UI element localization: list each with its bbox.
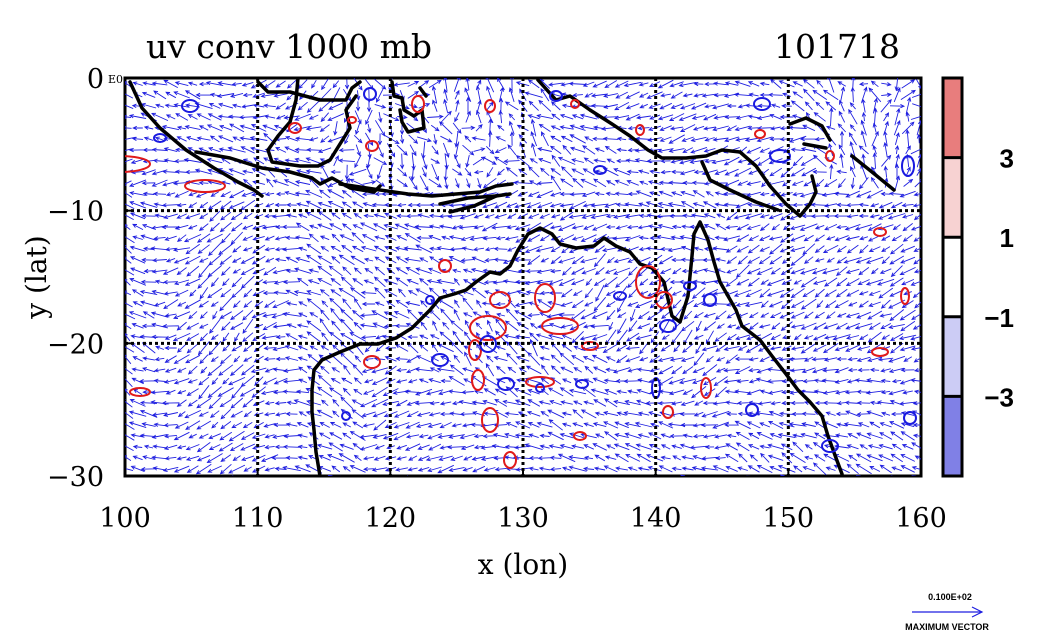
colorbar-label: −3 xyxy=(984,382,1014,412)
y-axis-label: y (lat) xyxy=(20,235,53,319)
convergence-contour xyxy=(662,405,674,419)
divergence-contour xyxy=(497,377,515,391)
convergence-contour xyxy=(363,355,381,369)
colorbar-frame xyxy=(941,76,964,478)
java-coast xyxy=(194,150,382,194)
convergence-contour xyxy=(347,116,357,124)
sumatra-coast xyxy=(128,80,264,198)
australia-coast xyxy=(310,220,844,476)
convergence-contour xyxy=(438,259,452,273)
convergence-contours xyxy=(125,87,917,469)
convergence-contour xyxy=(411,95,425,113)
new-guinea-coast xyxy=(536,78,818,218)
convergence-contour xyxy=(469,315,507,341)
coastlines xyxy=(128,78,896,476)
convergence-contour xyxy=(570,99,580,109)
wind-vectors xyxy=(125,78,921,476)
colorbar-label: 1 xyxy=(1000,223,1014,253)
convergence-contour xyxy=(700,377,712,399)
x-tick-label: 120 xyxy=(365,503,417,534)
lesser-sunda-coast xyxy=(338,182,514,206)
y-tick-label: −10 xyxy=(47,197,104,228)
divergence-contour xyxy=(769,149,791,163)
divergence-contour xyxy=(753,97,771,111)
x-axis-label: x (lon) xyxy=(478,548,568,581)
convergence-contour xyxy=(871,347,889,357)
timor-coast xyxy=(448,192,512,214)
convergence-contour xyxy=(573,431,587,441)
convergence-contour xyxy=(541,317,579,335)
convergence-contour xyxy=(481,407,499,433)
x-tick-label: 140 xyxy=(630,503,682,534)
borneo-coast xyxy=(256,78,362,168)
divergence-contour xyxy=(535,383,545,393)
colorbar-label: 3 xyxy=(1000,144,1014,174)
x-tick-label: 110 xyxy=(232,503,284,534)
divergence-contour xyxy=(575,379,589,389)
convergence-contour xyxy=(754,129,766,139)
divergence-contour xyxy=(745,403,759,417)
convergence-contour xyxy=(471,369,485,391)
divergence-contour xyxy=(703,293,717,307)
convergence-contour xyxy=(873,227,887,237)
convergence-contour xyxy=(825,150,835,162)
convergence-contour xyxy=(288,122,302,134)
convergence-contour xyxy=(525,376,555,388)
convergence-contour xyxy=(468,339,482,361)
colorbar-band xyxy=(943,237,962,317)
divergence-contour xyxy=(613,291,627,301)
convergence-contour xyxy=(365,140,379,152)
colorbar-label: −1 xyxy=(984,303,1014,333)
divergence-contour xyxy=(341,411,351,421)
divergence-contour xyxy=(431,353,449,367)
y-tick-label: 0 xyxy=(87,64,104,95)
new-britain-coast xyxy=(788,116,896,192)
divergence-contour xyxy=(659,319,677,333)
colorbar-band xyxy=(943,78,962,158)
y-tick-label: −20 xyxy=(47,329,104,360)
colorbar-band xyxy=(943,316,962,397)
convergence-contour xyxy=(534,283,556,313)
x-tick-label: 160 xyxy=(895,503,947,534)
wind-vector-field xyxy=(125,78,921,476)
divergence-contour xyxy=(181,99,199,113)
divergence-contour xyxy=(425,295,435,305)
convergence-contour xyxy=(900,287,910,305)
reference-vector-arrowhead xyxy=(971,606,984,618)
divergence-contour xyxy=(363,87,377,101)
colorbar: 3 1 −1 −3 xyxy=(941,76,1014,478)
y-axis: 0 −10 −20 −30 E0 xyxy=(47,64,133,493)
convergence-contour xyxy=(635,265,661,299)
divergence-contour xyxy=(683,281,697,291)
divergence-contour xyxy=(549,90,563,102)
grid-lines xyxy=(125,78,921,476)
y-tick-label: −30 xyxy=(47,462,104,493)
chart-subtitle: 101718 xyxy=(774,27,900,66)
convergence-contour xyxy=(125,155,151,173)
convergence-contour xyxy=(129,387,151,397)
x-tick-label: 150 xyxy=(763,503,815,534)
convergence-contour xyxy=(489,291,511,309)
x-tick-label: 130 xyxy=(497,503,549,534)
reference-vector-key: 0.100E+02 MAXIMUM VECTOR xyxy=(905,592,989,632)
divergence-contour xyxy=(821,439,839,453)
reference-vector-value: 0.100E+02 xyxy=(928,592,972,602)
colorbar-band xyxy=(943,396,962,476)
chart-title: uv conv 1000 mb xyxy=(146,27,432,66)
x-tick-label: 100 xyxy=(99,503,151,534)
colorbar-band xyxy=(943,157,962,238)
convergence-contour xyxy=(635,124,645,136)
reference-vector-caption: MAXIMUM VECTOR xyxy=(905,622,989,632)
convergence-contour xyxy=(184,179,226,193)
divergence-contour xyxy=(153,133,167,143)
divergence-contour xyxy=(593,165,607,175)
divergence-contour xyxy=(903,411,917,425)
y-top-exponent: E0 xyxy=(108,73,123,86)
convergence-contour xyxy=(484,99,496,113)
convergence-contour xyxy=(503,451,517,469)
x-axis: 100 110 120 130 140 150 160 xyxy=(99,468,947,534)
divergence-contour xyxy=(901,155,915,177)
